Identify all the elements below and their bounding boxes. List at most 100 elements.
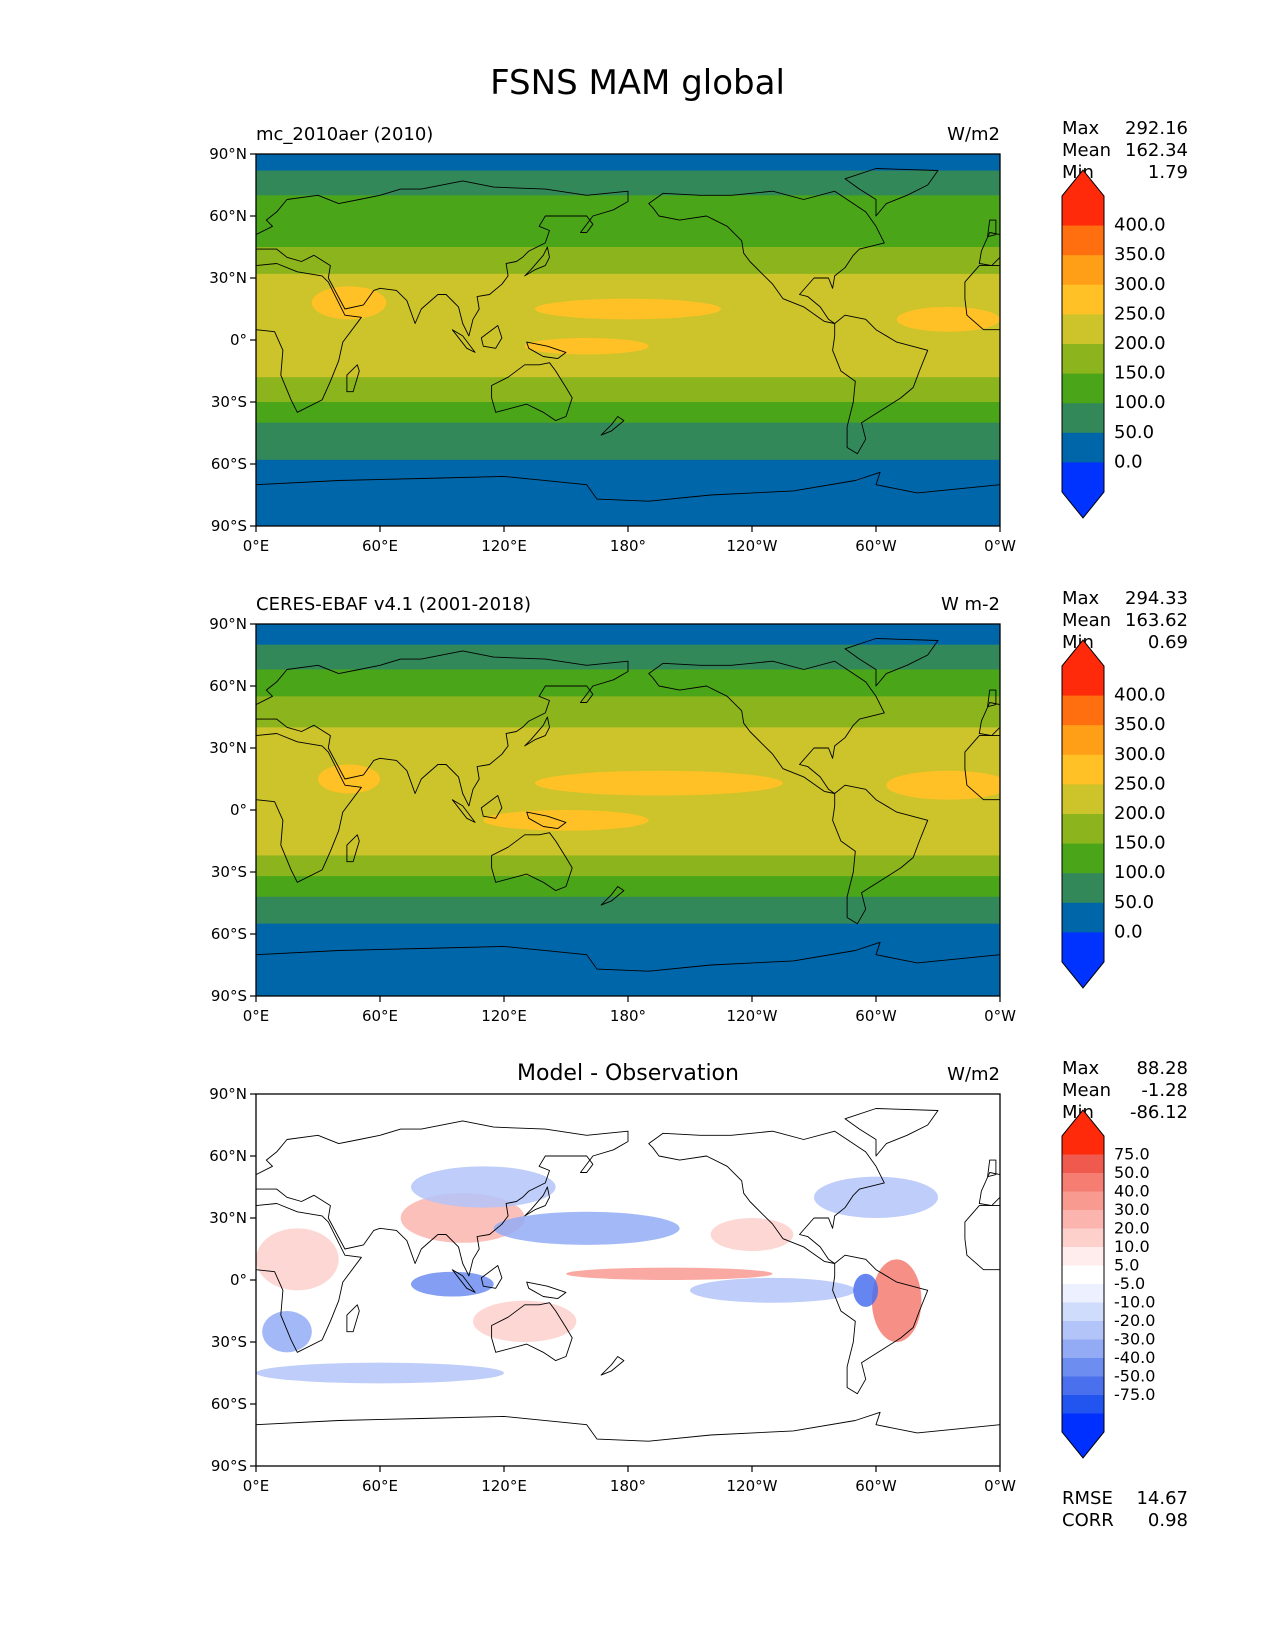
y-tick-label: 90°N bbox=[209, 1085, 247, 1103]
y-tick-label: 90°S bbox=[211, 517, 247, 535]
field-blob bbox=[535, 770, 783, 796]
coastline-south-america bbox=[832, 314, 929, 455]
colorbar-segment bbox=[1062, 754, 1104, 785]
colorbar-outline bbox=[1061, 1109, 1105, 1459]
zonal-band bbox=[256, 154, 1000, 172]
stat-value: 294.33 bbox=[1125, 588, 1188, 609]
coastline-indonesia-borneo bbox=[480, 795, 503, 819]
colorbar-segment bbox=[1062, 1302, 1104, 1322]
x-tick-label: 180° bbox=[610, 1007, 646, 1025]
figure-title: FSNS MAM global bbox=[490, 63, 785, 103]
zonal-band bbox=[256, 459, 1000, 526]
colorbar-segment bbox=[1062, 1154, 1104, 1174]
colorbar: 75.050.040.030.020.010.05.0-5.0-10.0-20.… bbox=[1061, 1109, 1155, 1459]
y-tick-label: 60°N bbox=[209, 207, 247, 225]
zonal-band bbox=[256, 896, 1000, 925]
stat-value: 88.28 bbox=[1136, 1058, 1188, 1079]
colorbar-segment bbox=[1062, 225, 1104, 256]
zonal-band bbox=[256, 923, 1000, 996]
coastline-new-guinea bbox=[526, 1281, 567, 1300]
coastline-north-america bbox=[648, 660, 885, 794]
field-blob bbox=[853, 1273, 879, 1307]
map-axes: 0°E 60°E 120°E 180° 120°W 60°W 0°W 90°N 60°N 30°N… bbox=[209, 1085, 1016, 1495]
y-tick-label: 90°N bbox=[209, 145, 247, 163]
field-blob bbox=[535, 298, 721, 320]
panel-test: mc_2010aer (2010) W/m2 0°E 60°E 120°E 180° 1… bbox=[209, 118, 1188, 555]
x-tick-label: 60°W bbox=[855, 537, 897, 555]
x-tick-label: 60°W bbox=[855, 1477, 897, 1495]
coastline-south-america bbox=[832, 1254, 929, 1395]
stat-label: Max bbox=[1062, 588, 1100, 609]
colorbar-label: 250.0 bbox=[1114, 303, 1166, 324]
coastline-british-isles bbox=[987, 689, 997, 708]
colorbar-extend-bottom bbox=[1062, 962, 1104, 988]
field-blob bbox=[814, 1176, 938, 1219]
zonal-band bbox=[256, 855, 1000, 877]
colorbar-segment bbox=[1062, 1413, 1104, 1433]
colorbar-segment bbox=[1062, 814, 1104, 844]
colorbar-extend-top bbox=[1062, 640, 1104, 666]
coastline-australia bbox=[491, 362, 573, 422]
coastline-indonesia-borneo bbox=[480, 325, 503, 349]
coastline-new-zealand bbox=[600, 1356, 625, 1376]
panel-units: W/m2 bbox=[947, 124, 1000, 145]
colorbar-label: 5.0 bbox=[1114, 1256, 1139, 1275]
x-tick-label: 60°W bbox=[855, 1007, 897, 1025]
colorbar-segment bbox=[1062, 1395, 1104, 1414]
colorbar-segment bbox=[1062, 1265, 1104, 1285]
colorbar-extend-top bbox=[1062, 170, 1104, 196]
colorbar-label: -50.0 bbox=[1114, 1367, 1155, 1386]
coastlines bbox=[256, 168, 1000, 526]
field-blob bbox=[886, 770, 1000, 800]
x-tick-label: 60°E bbox=[362, 1477, 398, 1495]
colorbar-label: -30.0 bbox=[1114, 1330, 1155, 1349]
colorbar-label: 0.0 bbox=[1114, 921, 1143, 942]
colorbar-label: 350.0 bbox=[1114, 714, 1166, 735]
colorbar-segment bbox=[1062, 1136, 1104, 1155]
stat-value: 14.67 bbox=[1136, 1488, 1188, 1509]
colorbar-segment bbox=[1062, 432, 1104, 463]
stat-label: CORR bbox=[1062, 1510, 1114, 1531]
coastline-africa-west bbox=[964, 265, 1000, 331]
zonal-band bbox=[256, 624, 1000, 646]
x-tick-label: 120°W bbox=[727, 1477, 778, 1495]
colorbar-label: 300.0 bbox=[1114, 274, 1166, 295]
panel-reference: CERES-EBAF v4.1 (2001-2018) W m-2 0°E 60°… bbox=[209, 588, 1188, 1025]
coastline-british-isles bbox=[987, 219, 997, 238]
y-tick-label: 60°S bbox=[211, 925, 247, 943]
x-tick-label: 120°E bbox=[481, 1477, 527, 1495]
coastline-africa-west bbox=[964, 1205, 1000, 1271]
colorbar-label: 250.0 bbox=[1114, 773, 1166, 794]
colorbar-segment bbox=[1062, 462, 1104, 493]
colorbar-label: 100.0 bbox=[1114, 862, 1166, 883]
colorbar-segment bbox=[1062, 314, 1104, 345]
field-blob bbox=[710, 1218, 794, 1252]
colorbar-outline bbox=[1061, 169, 1105, 519]
panel-units: W/m2 bbox=[947, 1064, 1000, 1085]
zonal-band bbox=[256, 247, 1000, 275]
coastline-indonesia-borneo bbox=[480, 1265, 503, 1289]
colorbar-label: 300.0 bbox=[1114, 744, 1166, 765]
field-blob bbox=[411, 1271, 494, 1297]
x-tick-label: 180° bbox=[610, 537, 646, 555]
panel-difference: Model - Observation W/m2 0°E 60°E 120°E 180… bbox=[209, 1058, 1188, 1531]
colorbar-label: 400.0 bbox=[1114, 685, 1166, 706]
colorbar-label: 0.0 bbox=[1114, 451, 1143, 472]
coastline-south-america bbox=[832, 784, 929, 925]
x-tick-label: 0°W bbox=[984, 1477, 1016, 1495]
colorbar-label: 40.0 bbox=[1114, 1182, 1150, 1201]
stat-value: -86.12 bbox=[1130, 1102, 1188, 1123]
coastline-indonesia-sumatra bbox=[451, 1269, 476, 1293]
stat-label: Mean bbox=[1062, 610, 1111, 631]
panel-title-center: Model - Observation bbox=[517, 1061, 739, 1086]
coastline-eurasia bbox=[256, 650, 629, 807]
colorbar-segment bbox=[1062, 695, 1104, 726]
colorbar-segment bbox=[1062, 373, 1104, 404]
zonal-band bbox=[256, 696, 1000, 728]
x-tick-label: 120°W bbox=[727, 537, 778, 555]
zonal-band bbox=[256, 669, 1000, 697]
stat-label: Mean bbox=[1062, 140, 1111, 161]
stat-label: Max bbox=[1062, 118, 1100, 139]
